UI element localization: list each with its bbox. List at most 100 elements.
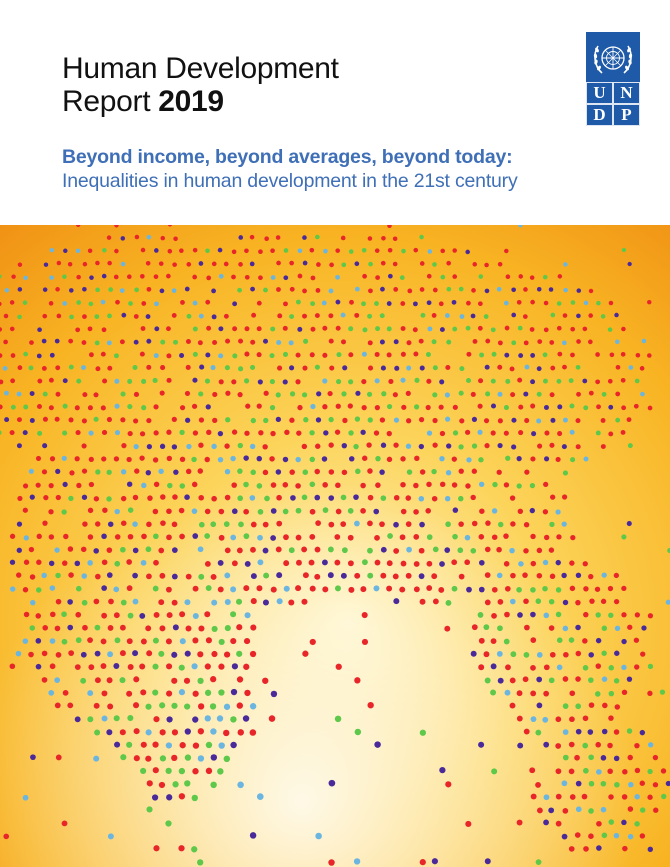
globe-dot <box>146 780 153 787</box>
globe-dot <box>484 262 489 268</box>
globe-dot <box>620 377 626 383</box>
globe-dot <box>583 611 589 618</box>
globe-dot <box>588 573 594 580</box>
globe-dot <box>17 495 23 502</box>
globe-dot <box>230 716 237 723</box>
globe-dot <box>536 286 542 292</box>
globe-dot <box>9 533 16 539</box>
globe-dot <box>82 314 87 319</box>
globe-dot <box>167 225 173 227</box>
globe-dot <box>426 273 432 279</box>
globe-dot <box>328 521 335 528</box>
globe-dot <box>536 702 543 709</box>
globe-dot <box>621 689 628 696</box>
globe-dot <box>275 235 281 240</box>
globe-dot <box>497 364 503 370</box>
globe-dot <box>140 689 147 696</box>
globe-dot <box>276 572 283 579</box>
globe-dot <box>438 404 444 410</box>
globe-dot <box>647 663 654 670</box>
globe-dot <box>602 702 608 709</box>
globe-dot <box>275 416 282 423</box>
globe-dot <box>36 404 42 410</box>
globe-dot <box>141 378 147 384</box>
globe-dot <box>153 274 159 280</box>
globe-dot <box>595 741 601 748</box>
globe-dot <box>503 482 510 488</box>
globe-dot <box>497 599 504 605</box>
globe-dot <box>458 468 464 474</box>
globe-dot <box>574 754 580 761</box>
globe-dot <box>145 625 152 632</box>
globe-dot <box>212 391 218 398</box>
globe-dot <box>328 495 335 501</box>
globe-dot <box>132 547 139 554</box>
globe-dot <box>48 301 54 306</box>
globe-dot <box>126 559 133 565</box>
globe-dot <box>269 353 275 359</box>
globe-dot <box>302 365 308 371</box>
globe-dot <box>0 379 4 385</box>
globe-dot <box>431 339 437 345</box>
globe-dot <box>353 443 359 450</box>
globe-dot <box>374 404 380 411</box>
globe-dot <box>601 728 608 735</box>
globe-dot <box>303 338 309 344</box>
globe-dot <box>198 494 204 501</box>
globe-dot <box>262 469 269 476</box>
globe-dot <box>113 586 120 593</box>
globe-dot <box>549 651 556 658</box>
globe-dot <box>302 235 307 240</box>
globe-dot <box>42 520 48 526</box>
globe-dot <box>282 351 289 357</box>
globe-dot <box>600 418 606 423</box>
globe-dot <box>198 521 205 528</box>
globe-dot <box>93 496 100 502</box>
globe-dot <box>367 340 373 346</box>
globe-dot <box>289 469 295 475</box>
globe-dot <box>596 404 601 410</box>
globe-dot <box>639 833 646 839</box>
globe-dot <box>264 236 269 241</box>
globe-dot <box>120 261 126 267</box>
globe-dot <box>107 365 113 371</box>
globe-dots <box>0 225 670 866</box>
globe-dot <box>431 573 438 580</box>
globe-dot <box>431 495 438 502</box>
globe-dot <box>471 288 476 293</box>
globe-dot <box>510 392 516 398</box>
globe-dot <box>183 677 191 684</box>
globe-dot <box>165 767 172 774</box>
globe-dot <box>340 235 346 241</box>
globe-dot <box>54 625 61 632</box>
globe-dot <box>115 299 120 305</box>
globe-dot <box>68 650 75 656</box>
globe-dot <box>179 429 185 436</box>
globe-dot <box>484 364 490 370</box>
globe-dot <box>575 364 581 370</box>
globe-dot <box>178 689 186 696</box>
globe-dot <box>237 287 242 293</box>
globe-dot <box>62 301 68 306</box>
globe-dot <box>543 327 549 333</box>
globe-dot <box>607 327 613 332</box>
globe-dot <box>80 546 87 553</box>
globe-dot <box>386 326 392 332</box>
globe-dot <box>171 677 178 684</box>
globe-dot <box>588 780 595 787</box>
globe-dot <box>262 599 269 606</box>
globe-dot <box>400 301 406 306</box>
globe-dot <box>555 768 562 775</box>
globe-dot <box>353 858 361 865</box>
globe-dot <box>581 793 588 800</box>
globe-dot <box>132 650 139 657</box>
globe-dot <box>588 652 594 658</box>
globe-dot <box>601 625 608 631</box>
globe-dot <box>191 663 198 670</box>
globe-dot <box>173 236 178 242</box>
globe-dot <box>531 431 537 437</box>
globe-dot <box>22 483 29 489</box>
globe-dot <box>276 260 281 266</box>
globe-dot <box>197 859 204 866</box>
globe-dot <box>153 612 160 618</box>
